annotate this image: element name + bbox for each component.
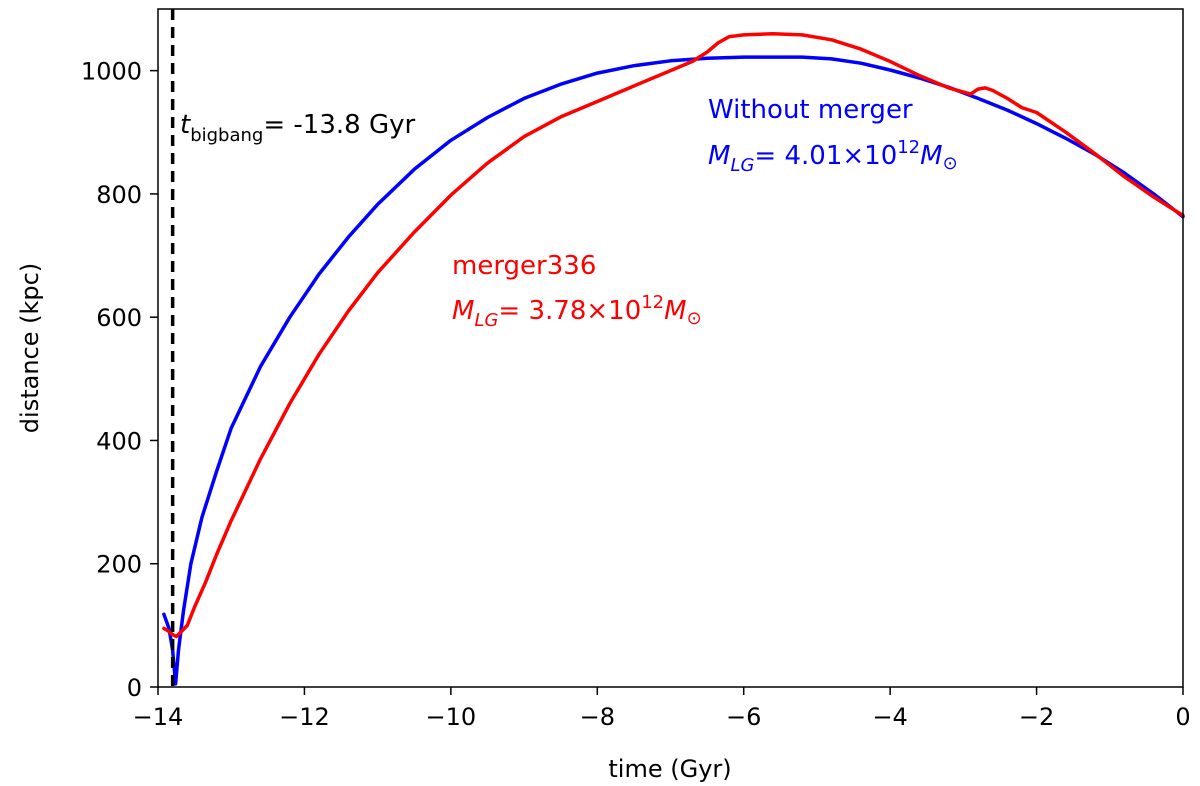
y-tick-label: 0 <box>127 674 142 702</box>
merger336-mass-unit-sub: ⊙ <box>687 308 702 329</box>
without-merger-mass-exp: 12 <box>897 137 920 158</box>
x-tick-label: −10 <box>426 703 477 731</box>
series-layer <box>162 31 1185 686</box>
without-merger-mass-unit-sub: ⊙ <box>943 153 958 174</box>
without-merger-mass-prefix: M <box>708 141 730 171</box>
x-tick-label: −6 <box>726 703 761 731</box>
without-merger-mass-sub: LG <box>730 155 754 176</box>
bigbang-annotation: tbigbang= -13.8 Gyr <box>180 110 415 146</box>
y-tick-label: 600 <box>96 304 142 332</box>
y-axis-title: distance (kpc) <box>16 263 44 433</box>
bigbang-label-base: t <box>180 110 191 140</box>
merger336-annotation-mass: MLG= 3.78×1012M⊙ <box>452 292 702 331</box>
y-tick-label: 400 <box>96 427 142 455</box>
merger336-mass-exp: 12 <box>641 292 664 313</box>
x-tick-label: −12 <box>279 703 330 731</box>
x-tick-label: −8 <box>580 703 615 731</box>
without-merger-mass-value: = 4.01×10 <box>754 141 897 171</box>
merger336-annotation-title: merger336 <box>452 251 596 281</box>
y-axis-ticks: 0 200 400 600 800 1000 <box>81 58 158 702</box>
x-axis-ticks: −14 −12 −10 −8 −6 −4 −2 0 <box>133 687 1191 731</box>
merger336-mass-unit: M <box>664 296 686 326</box>
bigbang-label-sub: bigbang <box>190 125 263 146</box>
merger336-mass-prefix: M <box>452 296 474 326</box>
x-tick-label: −4 <box>872 703 907 731</box>
y-tick-label: 800 <box>96 181 142 209</box>
bigbang-label-rest: = -13.8 Gyr <box>263 110 415 140</box>
without-merger-mass-unit: M <box>920 141 942 171</box>
merger336-mass-sub: LG <box>474 310 498 331</box>
y-tick-label: 1000 <box>81 58 142 86</box>
without-merger-annotation-title: Without merger <box>708 95 913 125</box>
without-merger-annotation-mass: MLG= 4.01×1012M⊙ <box>708 137 958 176</box>
merger336-mass-value: = 3.78×10 <box>498 296 641 326</box>
series-line-without-merger <box>162 55 1185 686</box>
x-tick-label: 0 <box>1175 703 1190 731</box>
x-tick-label: −14 <box>133 703 184 731</box>
series-line-merger336 <box>162 31 1185 639</box>
x-axis-title: time (Gyr) <box>608 755 731 783</box>
plot-frame <box>157 8 1184 688</box>
y-tick-label: 200 <box>96 551 142 579</box>
x-tick-label: −2 <box>1019 703 1054 731</box>
